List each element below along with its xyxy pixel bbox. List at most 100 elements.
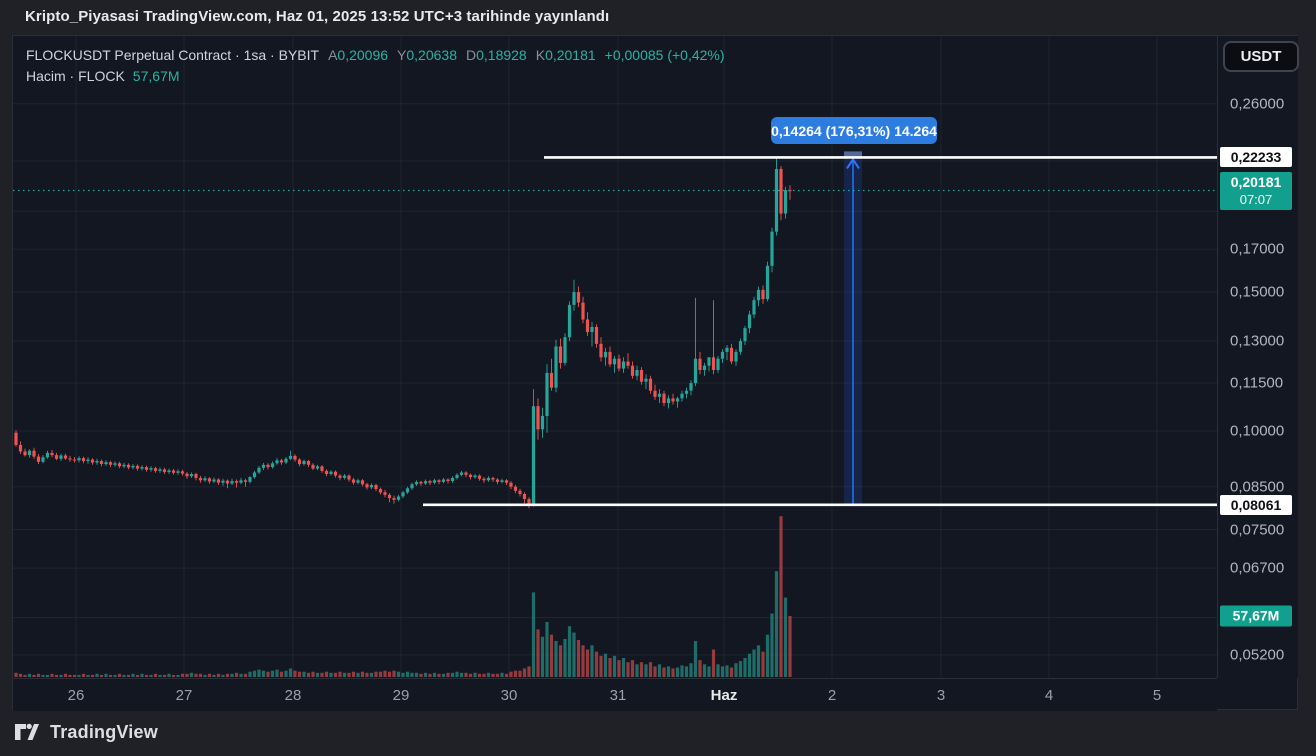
candle-body[interactable]	[729, 347, 734, 362]
candle-body[interactable]	[396, 496, 401, 500]
candle-body[interactable]	[252, 472, 257, 478]
candle-body[interactable]	[770, 231, 774, 266]
candle-body[interactable]	[360, 480, 365, 485]
tradingview-logo-icon[interactable]	[14, 719, 40, 745]
candle-body[interactable]	[27, 450, 32, 456]
candle-body[interactable]	[684, 390, 689, 394]
candle-body[interactable]	[135, 465, 140, 469]
candle-body[interactable]	[288, 455, 293, 459]
candle-body[interactable]	[531, 406, 536, 504]
candle-body[interactable]	[14, 432, 18, 445]
candle-body[interactable]	[351, 479, 356, 483]
candle-body[interactable]	[536, 406, 540, 430]
candle-body[interactable]	[63, 455, 68, 459]
candle-body[interactable]	[167, 470, 171, 473]
candle-body[interactable]	[446, 479, 450, 482]
candle-body[interactable]	[162, 469, 167, 473]
candle-body[interactable]	[153, 468, 158, 471]
price-chart[interactable]	[13, 36, 1217, 678]
candle-body[interactable]	[572, 292, 576, 305]
candle-body[interactable]	[270, 463, 275, 468]
candle-body[interactable]	[657, 393, 662, 397]
candle-body[interactable]	[117, 463, 122, 467]
candle-body[interactable]	[545, 372, 549, 416]
candle-body[interactable]	[68, 458, 72, 460]
candle-body[interactable]	[158, 469, 162, 471]
candle-body[interactable]	[626, 361, 630, 366]
candle-body[interactable]	[36, 456, 41, 462]
candle-body[interactable]	[23, 451, 27, 456]
candle-body[interactable]	[738, 341, 743, 352]
candle-body[interactable]	[644, 378, 648, 382]
candle-body[interactable]	[612, 358, 617, 365]
candle-body[interactable]	[576, 292, 581, 303]
candle-body[interactable]	[32, 450, 36, 457]
candle-body[interactable]	[734, 351, 738, 362]
candle-body[interactable]	[468, 474, 473, 478]
candle-body[interactable]	[558, 346, 563, 363]
candle-body[interactable]	[711, 357, 716, 370]
candle-body[interactable]	[743, 328, 747, 342]
candle-body[interactable]	[419, 481, 423, 484]
candle-body[interactable]	[59, 455, 63, 459]
candle-body[interactable]	[423, 481, 428, 484]
candle-body[interactable]	[689, 383, 693, 391]
candle-body[interactable]	[216, 479, 221, 483]
candle-body[interactable]	[563, 337, 567, 363]
candle-body[interactable]	[198, 477, 203, 481]
candle-body[interactable]	[221, 480, 225, 483]
candle-body[interactable]	[50, 452, 54, 456]
candle-body[interactable]	[234, 481, 239, 483]
candle-body[interactable]	[356, 480, 360, 483]
candle-body[interactable]	[77, 458, 81, 461]
candle-body[interactable]	[414, 481, 419, 485]
candle-body[interactable]	[342, 475, 347, 478]
candle-body[interactable]	[126, 464, 131, 468]
candle-body[interactable]	[113, 463, 117, 465]
candle-body[interactable]	[266, 464, 270, 468]
candle-body[interactable]	[707, 357, 711, 366]
candle-body[interactable]	[473, 475, 477, 478]
candle-body[interactable]	[554, 346, 558, 388]
candle-body[interactable]	[378, 489, 383, 493]
candle-body[interactable]	[212, 479, 216, 482]
candle-body[interactable]	[239, 480, 243, 483]
candle-body[interactable]	[329, 471, 333, 474]
candle-body[interactable]	[774, 168, 779, 232]
candle-body[interactable]	[752, 300, 756, 315]
candle-body[interactable]	[720, 351, 725, 359]
candle-body[interactable]	[95, 461, 99, 463]
candle-body[interactable]	[761, 289, 765, 300]
candle-body[interactable]	[54, 455, 59, 459]
candle-body[interactable]	[441, 479, 446, 482]
candle-body[interactable]	[405, 488, 410, 493]
candle-body[interactable]	[747, 314, 752, 329]
candle-body[interactable]	[41, 457, 45, 462]
candle-body[interactable]	[635, 370, 639, 376]
candle-body[interactable]	[171, 470, 176, 473]
candle-body[interactable]	[248, 477, 252, 482]
candle-body[interactable]	[482, 478, 486, 481]
candle-body[interactable]	[306, 461, 311, 465]
candle-body[interactable]	[621, 361, 626, 369]
time-axis[interactable]: 26 27 28 29 30 31 Haz 2 3 4 5	[13, 678, 1217, 711]
candle-body[interactable]	[788, 190, 792, 192]
candle-body[interactable]	[455, 474, 459, 478]
candle-body[interactable]	[225, 480, 230, 484]
candle-body[interactable]	[522, 494, 527, 499]
candle-body[interactable]	[81, 458, 86, 462]
candle-body[interactable]	[594, 327, 599, 344]
candle-body[interactable]	[450, 477, 455, 482]
candle-body[interactable]	[432, 480, 437, 483]
candle-body[interactable]	[401, 492, 405, 497]
candle-body[interactable]	[603, 351, 608, 358]
candle-body[interactable]	[756, 289, 761, 301]
candle-body[interactable]	[279, 460, 284, 463]
candle-body[interactable]	[320, 466, 324, 471]
candle-body[interactable]	[779, 168, 783, 214]
candle-body[interactable]	[693, 358, 698, 384]
candle-body[interactable]	[527, 499, 531, 504]
candle-body[interactable]	[428, 481, 432, 483]
candle-body[interactable]	[567, 304, 572, 338]
candle-body[interactable]	[122, 464, 126, 467]
